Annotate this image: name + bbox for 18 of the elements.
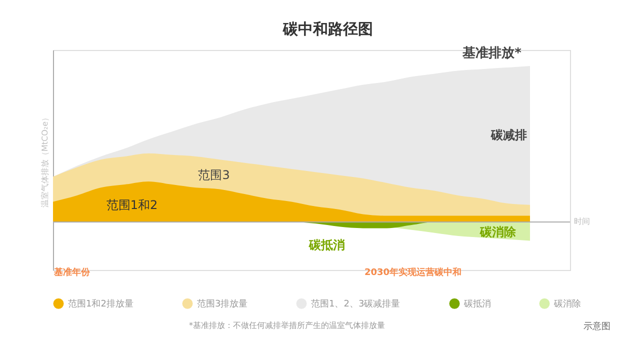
annotation: 碳减排 [490, 128, 527, 142]
legend-label: 范围3排放量 [197, 298, 248, 310]
annotation: 碳消除 [479, 225, 517, 239]
annotation: 范围1和2 [106, 198, 158, 212]
text: 基准排放* [462, 45, 522, 61]
text: *基准排放：不做任何减排举措所产生的温室气体排放量 [189, 321, 385, 330]
legend-label: 碳消除 [553, 298, 581, 310]
text: 基准年份 [53, 267, 91, 278]
legend-label: 范围1和2排放量 [68, 298, 134, 310]
y-axis-title: 温室气体排放（MtCO₂e） [40, 113, 50, 208]
text: 2030年实现运营碳中和 [364, 267, 462, 278]
text: 示意图 [584, 321, 610, 332]
annotation: 范围3 [198, 168, 230, 182]
legend-label: 碳抵消 [463, 298, 491, 310]
chart-title: 碳中和路径图 [282, 20, 373, 38]
x-axis-title: 时间 [574, 217, 590, 226]
legend-label: 范围1、2、3碳减排量 [311, 298, 400, 310]
annotation: 碳抵消 [308, 238, 345, 252]
